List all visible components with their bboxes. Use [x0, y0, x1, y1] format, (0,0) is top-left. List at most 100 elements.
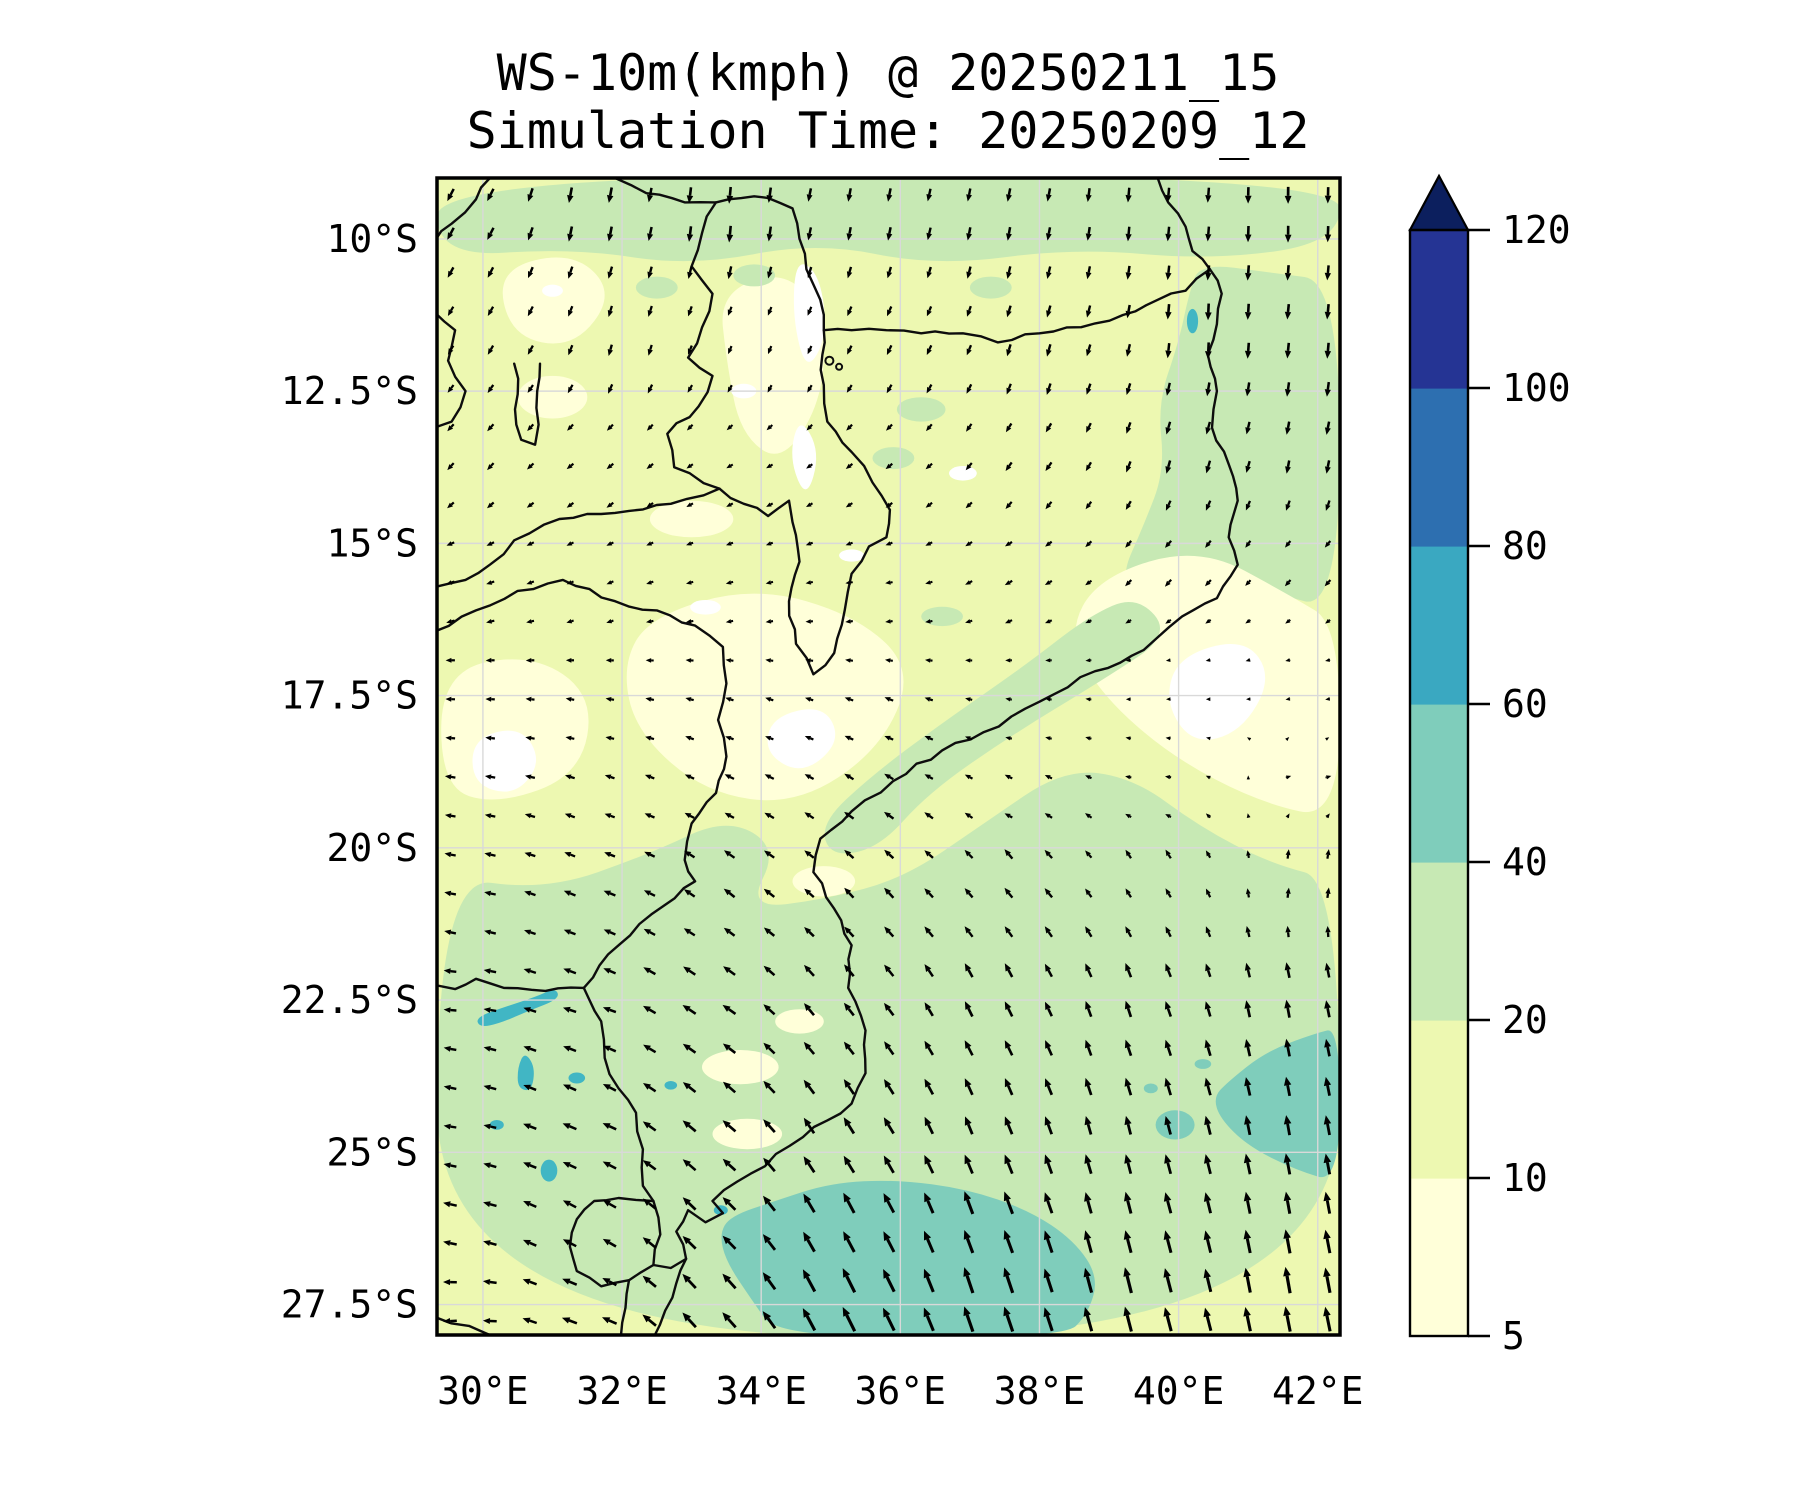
- wind-arrow-head: [1205, 312, 1212, 321]
- wind-arrow-shaft: [886, 1238, 896, 1253]
- wind-arrow-shaft: [727, 1240, 737, 1250]
- wind-arrow-shaft: [529, 1047, 537, 1052]
- wind-arrow-shaft: [1125, 1314, 1133, 1332]
- wind-arrow-head: [527, 425, 533, 431]
- wind-arrow-head: [1203, 1192, 1212, 1202]
- wind-arrow-head: [1284, 272, 1292, 281]
- wind-arrow-head: [1324, 389, 1331, 397]
- wind-arrow-shaft: [1207, 540, 1212, 545]
- wind-arrow-head: [764, 812, 772, 819]
- wind-arrow-head: [1325, 813, 1330, 819]
- wind-arrow-head: [603, 929, 611, 935]
- wind-arrow-shaft: [650, 737, 655, 741]
- wind-arrow-head: [606, 425, 613, 431]
- wind-arrow-shaft: [887, 1085, 895, 1095]
- wind-arrow-shaft: [529, 1125, 537, 1130]
- lat-tick-label: 27.5°S: [281, 1283, 418, 1327]
- wind-arrow-head: [1125, 503, 1131, 510]
- wind-arrow-head: [443, 1162, 451, 1169]
- wind-arrow-shaft: [531, 541, 535, 545]
- wind-arrow-shaft: [1048, 540, 1053, 545]
- wind-arrow-shaft: [489, 188, 495, 196]
- wind-arrow-head: [1205, 541, 1211, 548]
- wind-arrow-head: [1325, 658, 1330, 662]
- wind-arrow-head: [607, 194, 614, 203]
- colorbar-tick-label: 120: [1502, 208, 1571, 252]
- wind-arrow-head: [843, 1079, 852, 1088]
- wind-arrow-head: [886, 386, 892, 394]
- contour-region-white-central: [767, 709, 836, 769]
- wind-arrow-shaft: [608, 1163, 617, 1170]
- colorbar-outline: [1408, 228, 1470, 1338]
- wind-arrow-head: [965, 464, 972, 471]
- wind-arrow-head: [1125, 926, 1131, 934]
- wind-arrow-head: [924, 888, 931, 896]
- wind-arrow-head: [1204, 1039, 1212, 1049]
- wind-arrow-shaft: [608, 1202, 617, 1209]
- wind-arrow-shaft: [569, 1086, 577, 1092]
- wind-arrow-head: [925, 463, 932, 470]
- wind-arrow-head: [1004, 1001, 1012, 1010]
- wind-arrow-shaft: [568, 1319, 578, 1325]
- wind-arrow-shaft: [927, 1046, 935, 1056]
- wind-arrow-shaft: [1167, 421, 1172, 429]
- wind-arrow-shaft: [451, 541, 455, 545]
- wind-arrow-shaft: [1246, 1085, 1252, 1096]
- wind-arrow-shaft: [1086, 1200, 1093, 1214]
- wind-arrow-head: [1283, 1191, 1292, 1202]
- wind-arrow-head: [844, 773, 851, 780]
- wind-arrow-head: [1246, 697, 1251, 701]
- wind-arrow-head: [1085, 658, 1091, 663]
- wind-arrow-shaft: [450, 814, 456, 818]
- wind-arrow-head: [1125, 697, 1131, 702]
- wind-arrow-shaft: [888, 344, 893, 350]
- wind-arrow-head: [1124, 1191, 1132, 1202]
- wind-arrow-shaft: [929, 541, 933, 545]
- wind-arrow-head: [1045, 619, 1051, 624]
- wind-arrow-shaft: [569, 1008, 577, 1014]
- wind-arrow-head: [924, 964, 932, 972]
- wind-arrow-head: [1244, 195, 1252, 204]
- wind-arrow-head: [1244, 312, 1252, 320]
- wind-arrow-head: [565, 735, 572, 741]
- wind-arrow-shaft: [969, 541, 973, 545]
- wind-arrow-shaft: [1246, 1046, 1252, 1057]
- wind-arrow-shaft: [727, 1124, 737, 1133]
- wind-arrow-head: [886, 194, 893, 202]
- wind-arrow-shaft: [1089, 619, 1092, 622]
- wind-arrow-head: [443, 1007, 451, 1013]
- chart-subtitle: Simulation Time: 20250209_12: [466, 102, 1310, 160]
- wind-arrow-head: [1324, 427, 1331, 435]
- green-spot: [872, 447, 915, 470]
- wind-arrow-shaft: [889, 462, 893, 467]
- wind-arrow-head: [1324, 272, 1331, 281]
- colorbar-segment: [1410, 546, 1468, 705]
- wind-arrow-head: [1205, 619, 1211, 624]
- wind-arrow-head: [562, 1200, 571, 1207]
- green-spot: [969, 276, 1012, 299]
- wind-arrow-head: [1165, 736, 1171, 741]
- wind-arrow-head: [1044, 1154, 1052, 1165]
- wind-arrow-head: [1004, 887, 1011, 895]
- wind-arrow-shaft: [1007, 892, 1014, 899]
- wind-arrow-head: [765, 541, 772, 546]
- wind-arrow-shaft: [649, 931, 656, 936]
- wind-arrow-head: [763, 1042, 772, 1051]
- wind-arrow-head: [1004, 963, 1012, 972]
- wind-arrow-head: [1245, 388, 1252, 397]
- wind-arrow-shaft: [1048, 461, 1053, 467]
- wind-arrow-head: [1045, 697, 1051, 702]
- wind-arrow-head: [445, 657, 452, 663]
- wind-arrow-shaft: [1087, 422, 1092, 428]
- wind-arrow-head: [925, 658, 931, 663]
- wind-arrow-head: [1163, 1192, 1172, 1202]
- wind-arrow-head: [446, 619, 453, 624]
- wind-arrow-head: [443, 1318, 451, 1325]
- wind-arrow-head: [1285, 849, 1291, 856]
- wind-arrow-shaft: [1167, 265, 1171, 274]
- wind-arrow-head: [646, 580, 652, 585]
- wind-arrow-shaft: [847, 969, 855, 978]
- wind-arrow-head: [966, 233, 972, 241]
- wind-arrow-head: [925, 541, 932, 546]
- wind-arrow-head: [644, 813, 652, 819]
